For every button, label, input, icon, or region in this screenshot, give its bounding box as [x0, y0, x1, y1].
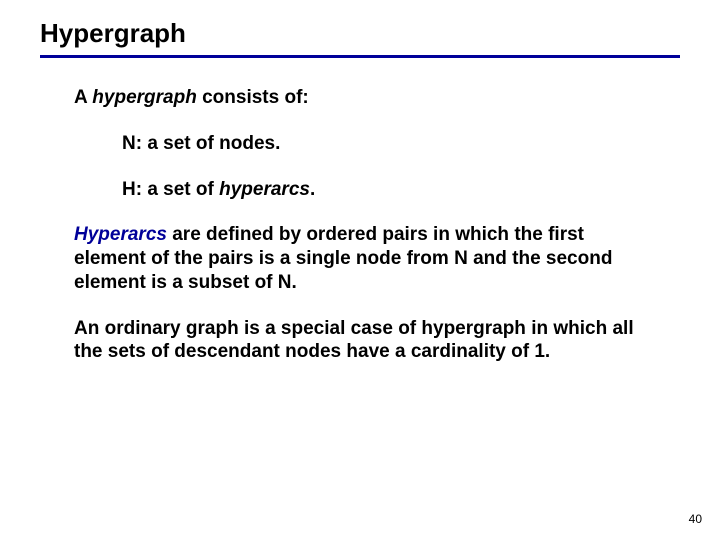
list-item-h: H: a set of hyperarcs. — [74, 178, 660, 202]
list-item-n: N: a set of nodes. — [74, 132, 660, 156]
slide: Hypergraph A hypergraph consists of: N: … — [0, 0, 720, 540]
para-hyperarcs: Hyperarcs are defined by ordered pairs i… — [74, 223, 660, 294]
page-number: 40 — [689, 512, 702, 526]
intro-text-a: A — [74, 87, 92, 108]
slide-body: A hypergraph consists of: N: a set of no… — [40, 86, 680, 364]
item-h-a: H: a set of — [122, 179, 219, 200]
slide-title: Hypergraph — [40, 18, 680, 58]
item-h-b: . — [310, 179, 315, 200]
hyperarcs-term: Hyperarcs — [74, 224, 167, 245]
intro-line: A hypergraph consists of: — [74, 86, 660, 110]
intro-hypergraph-term: hypergraph — [92, 87, 197, 108]
para-ordinary: An ordinary graph is a special case of h… — [74, 317, 660, 365]
item-h-hyperarcs-term: hyperarcs — [219, 179, 310, 200]
intro-text-b: consists of: — [197, 87, 309, 108]
